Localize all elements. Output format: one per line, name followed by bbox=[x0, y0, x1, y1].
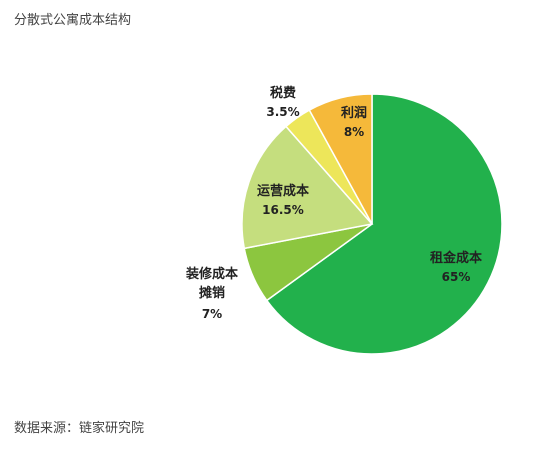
slice-value-1: 65% bbox=[442, 270, 471, 284]
pie-slices bbox=[241, 93, 503, 355]
slice-value-4: 3.5% bbox=[266, 105, 299, 119]
slice-value-5: 8% bbox=[344, 125, 364, 139]
slice-label-4: 税费 bbox=[270, 85, 296, 101]
pie-slice-3 bbox=[241, 125, 374, 250]
data-source: 数据来源：链家研究院 bbox=[14, 421, 145, 436]
slice-label-2: 装修成本 bbox=[185, 266, 238, 282]
slice-label-2: 摊销 bbox=[199, 285, 225, 301]
slice-value-3: 16.5% bbox=[262, 203, 304, 217]
pie-slice-1 bbox=[265, 93, 503, 355]
slice-label-3: 运营成本 bbox=[257, 183, 309, 199]
slice-value-2: 7% bbox=[202, 307, 222, 321]
slice-label-1: 租金成本 bbox=[430, 250, 482, 266]
chart-title: 分散式公寓成本结构 bbox=[14, 13, 132, 28]
pie-slice-5 bbox=[308, 93, 373, 225]
slice-label-5: 利润 bbox=[341, 105, 367, 121]
